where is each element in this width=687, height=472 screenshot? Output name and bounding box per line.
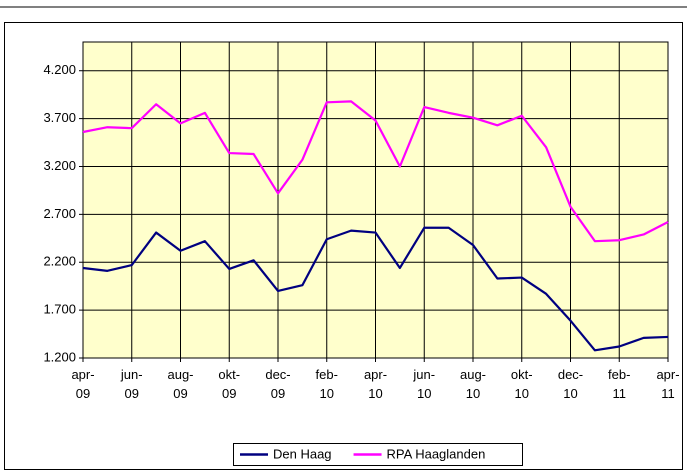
x-tick-label: dec-10 [558, 367, 583, 401]
line-series [82, 226, 669, 352]
legend-label: RPA Haaglanden [387, 446, 486, 461]
x-tick-label: jun-09 [120, 367, 143, 401]
y-tick-label: 3.200 [43, 158, 76, 173]
y-tick-label: 1.700 [43, 302, 76, 317]
y-tick-label: 3.700 [43, 110, 76, 125]
x-tick-label: apr-10 [364, 367, 387, 401]
y-tick-label: 2.200 [43, 254, 76, 269]
line-series [82, 100, 669, 243]
x-tick-label: jun-10 [412, 367, 435, 401]
x-tick-label: feb-10 [316, 367, 338, 401]
x-tick-label: okt-10 [511, 367, 533, 401]
y-tick-label: 2.700 [43, 206, 76, 221]
x-tick-label: apr-11 [656, 367, 679, 401]
x-tick-label: dec-09 [265, 367, 290, 401]
x-tick-label: aug-10 [460, 367, 486, 401]
y-tick-label: 4.200 [43, 62, 76, 77]
x-tick-label: feb-11 [608, 367, 630, 401]
x-tick-label: okt-09 [218, 367, 240, 401]
x-tick-label: apr-09 [71, 367, 94, 401]
legend-label: Den Haag [273, 446, 332, 461]
x-tick-label: aug-09 [167, 367, 193, 401]
y-tick-label: 1.200 [43, 349, 76, 364]
